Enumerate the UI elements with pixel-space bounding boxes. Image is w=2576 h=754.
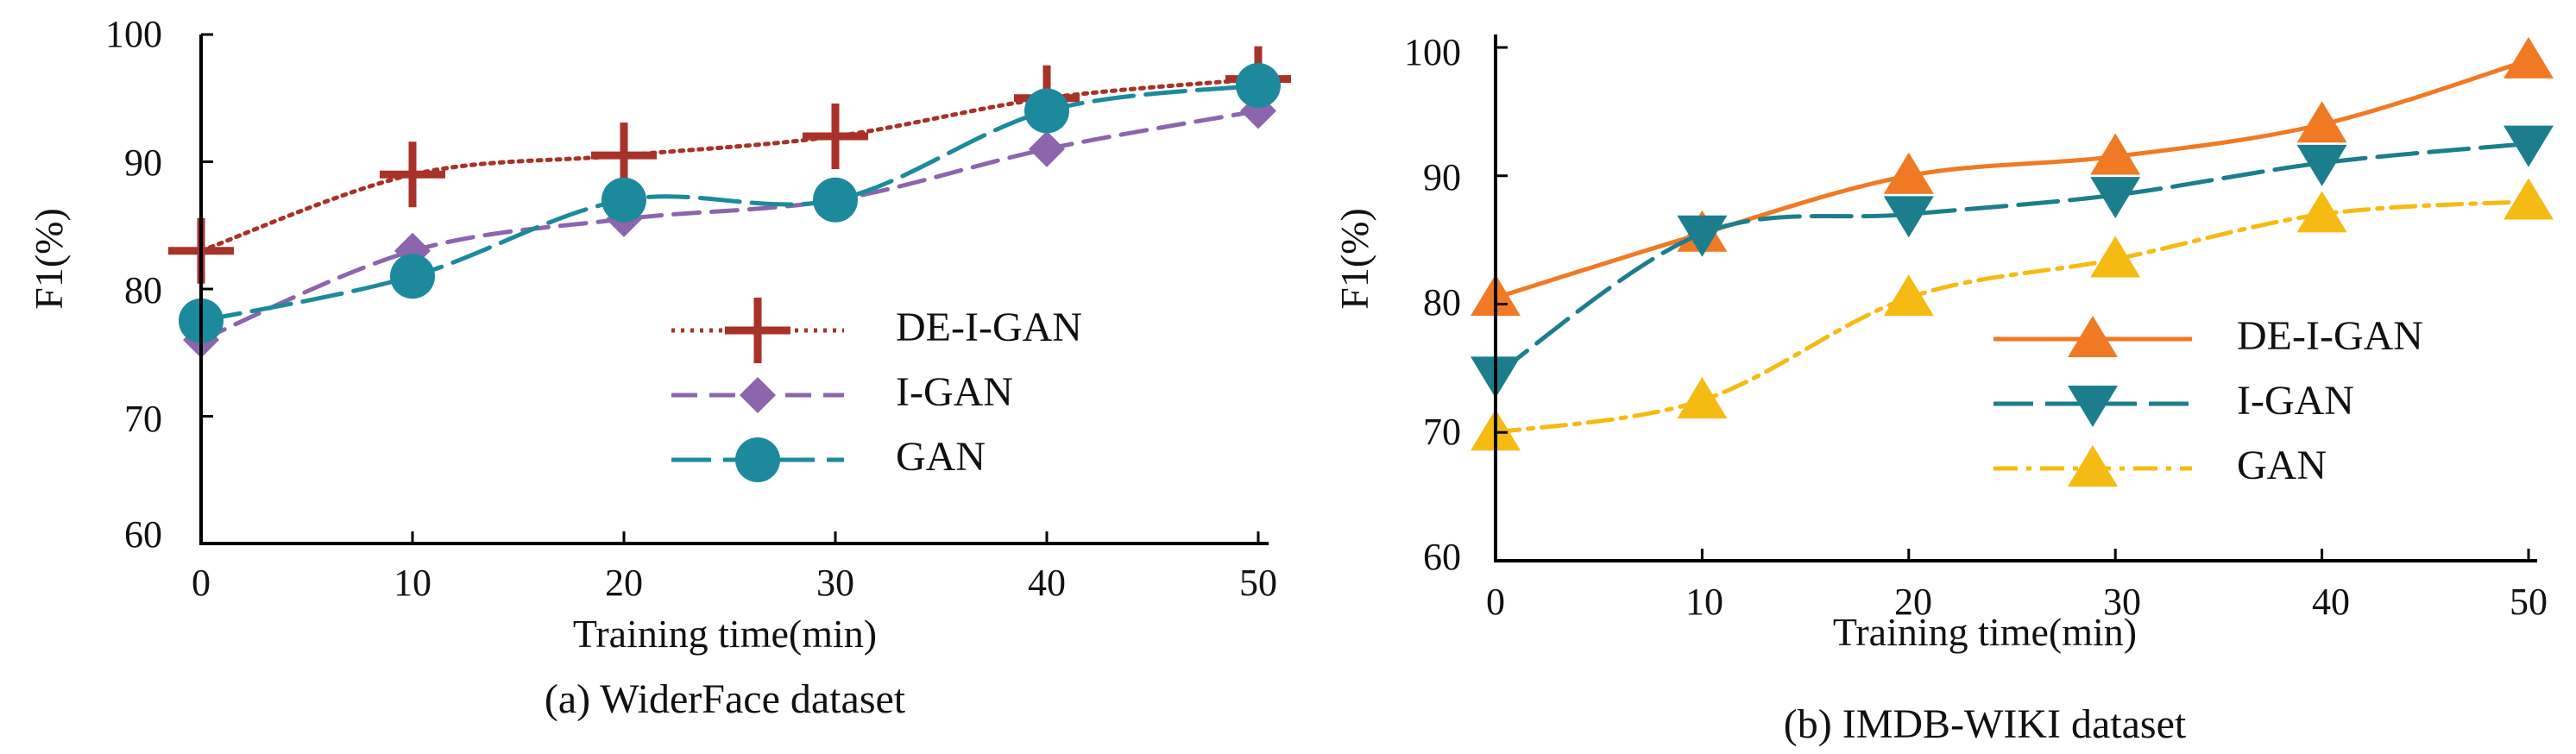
data-point [2296,144,2347,186]
data-point [1029,130,1065,167]
series-line [198,83,1261,324]
y-tick-label: 60 [124,513,162,556]
data-point [1236,63,1281,108]
y-tick-label: 70 [124,398,162,440]
data-point [380,141,445,208]
data-point [2504,125,2554,167]
chart-wider-face: 100 90 80 70 60 0 10 20 30 40 50 F1(%) T… [27,13,1291,722]
series-line [1493,199,2531,435]
chart-imdb-wiki: 100 90 80 70 60 0 10 20 30 40 50 F1(%) T… [1332,31,2554,747]
legend: DE-I-GAN I-GAN GAN [1993,313,2423,488]
legend-label: I-GAN [2237,378,2354,424]
data-point [1677,215,1728,257]
y-axis-label: F1(%) [27,208,71,310]
legend-marker [2068,316,2118,357]
legend-symbol [671,437,844,482]
x-tick-label: 50 [1239,562,1277,604]
x-tick-label: 30 [816,562,854,604]
data-point [813,177,858,223]
data-point [1024,88,1069,134]
legend-symbol [1993,316,2192,357]
tick-marks [199,33,1260,545]
y-tick-label: 80 [1423,281,1461,324]
legend-symbol [1993,445,2192,487]
y-tick-label: 90 [1423,156,1461,198]
legend-label: GAN [2237,443,2327,488]
legend-symbol [671,377,844,413]
x-tick-label: 20 [1894,581,1932,623]
data-point [803,104,868,169]
series-line [1493,58,2531,300]
data-point [1883,274,1934,317]
series-layer [168,46,1291,358]
legend-marker [2068,445,2118,487]
legend-label: DE-I-GAN [896,305,1082,350]
legend-label: I-GAN [896,369,1013,415]
x-tick-label: 50 [2510,581,2548,623]
legend-symbol [671,298,844,363]
legend-marker [735,437,780,482]
x-tick-label: 0 [1486,581,1505,623]
data-point [2504,36,2554,79]
series-line [1493,141,2531,377]
y-tick-label: 80 [124,269,162,311]
legend-marker [740,377,776,413]
x-tick-label: 30 [2103,581,2141,623]
x-tick-label: 10 [1685,581,1723,623]
legend-marker [725,298,790,363]
y-axis-label: F1(%) [1332,208,1376,310]
legend: DE-I-GAN I-GAN GAN [671,298,1082,482]
data-point [2090,177,2141,219]
series-line [198,77,1261,254]
chart-caption: (a) WiderFace dataset [545,676,906,722]
data-point [1883,152,1934,194]
tick-marks [1494,46,2530,562]
chart-caption: (b) IMDB-WIKI dataset [1784,701,2187,747]
data-point [1883,196,1934,238]
legend-label: GAN [896,434,986,480]
y-tick-label: 90 [124,141,162,184]
y-tick-label: 100 [1404,31,1461,73]
data-point [2296,191,2347,233]
data-point [1677,377,1728,419]
data-point [2504,178,2554,220]
y-tick-label: 100 [105,13,162,55]
y-tick-label: 70 [1423,411,1461,453]
data-point [2090,236,2141,278]
data-point [591,123,657,189]
data-point [390,254,435,299]
x-tick-label: 40 [1028,562,1066,604]
series-layer [1471,36,2554,451]
data-point [2296,101,2347,143]
x-axis-label: Training time(min) [1833,610,2137,654]
x-tick-label: 0 [192,562,211,604]
data-point [2090,133,2141,175]
data-point [601,177,646,223]
y-tick-label: 60 [1423,536,1461,578]
series-line [198,109,1261,342]
legend-label: DE-I-GAN [2237,313,2423,359]
x-axis-label: Training time(min) [573,612,877,656]
x-tick-label: 40 [2312,581,2350,623]
x-tick-label: 10 [394,562,431,604]
x-tick-label: 20 [605,562,643,604]
legend-marker [2068,386,2118,427]
legend-symbol [1993,386,2192,427]
